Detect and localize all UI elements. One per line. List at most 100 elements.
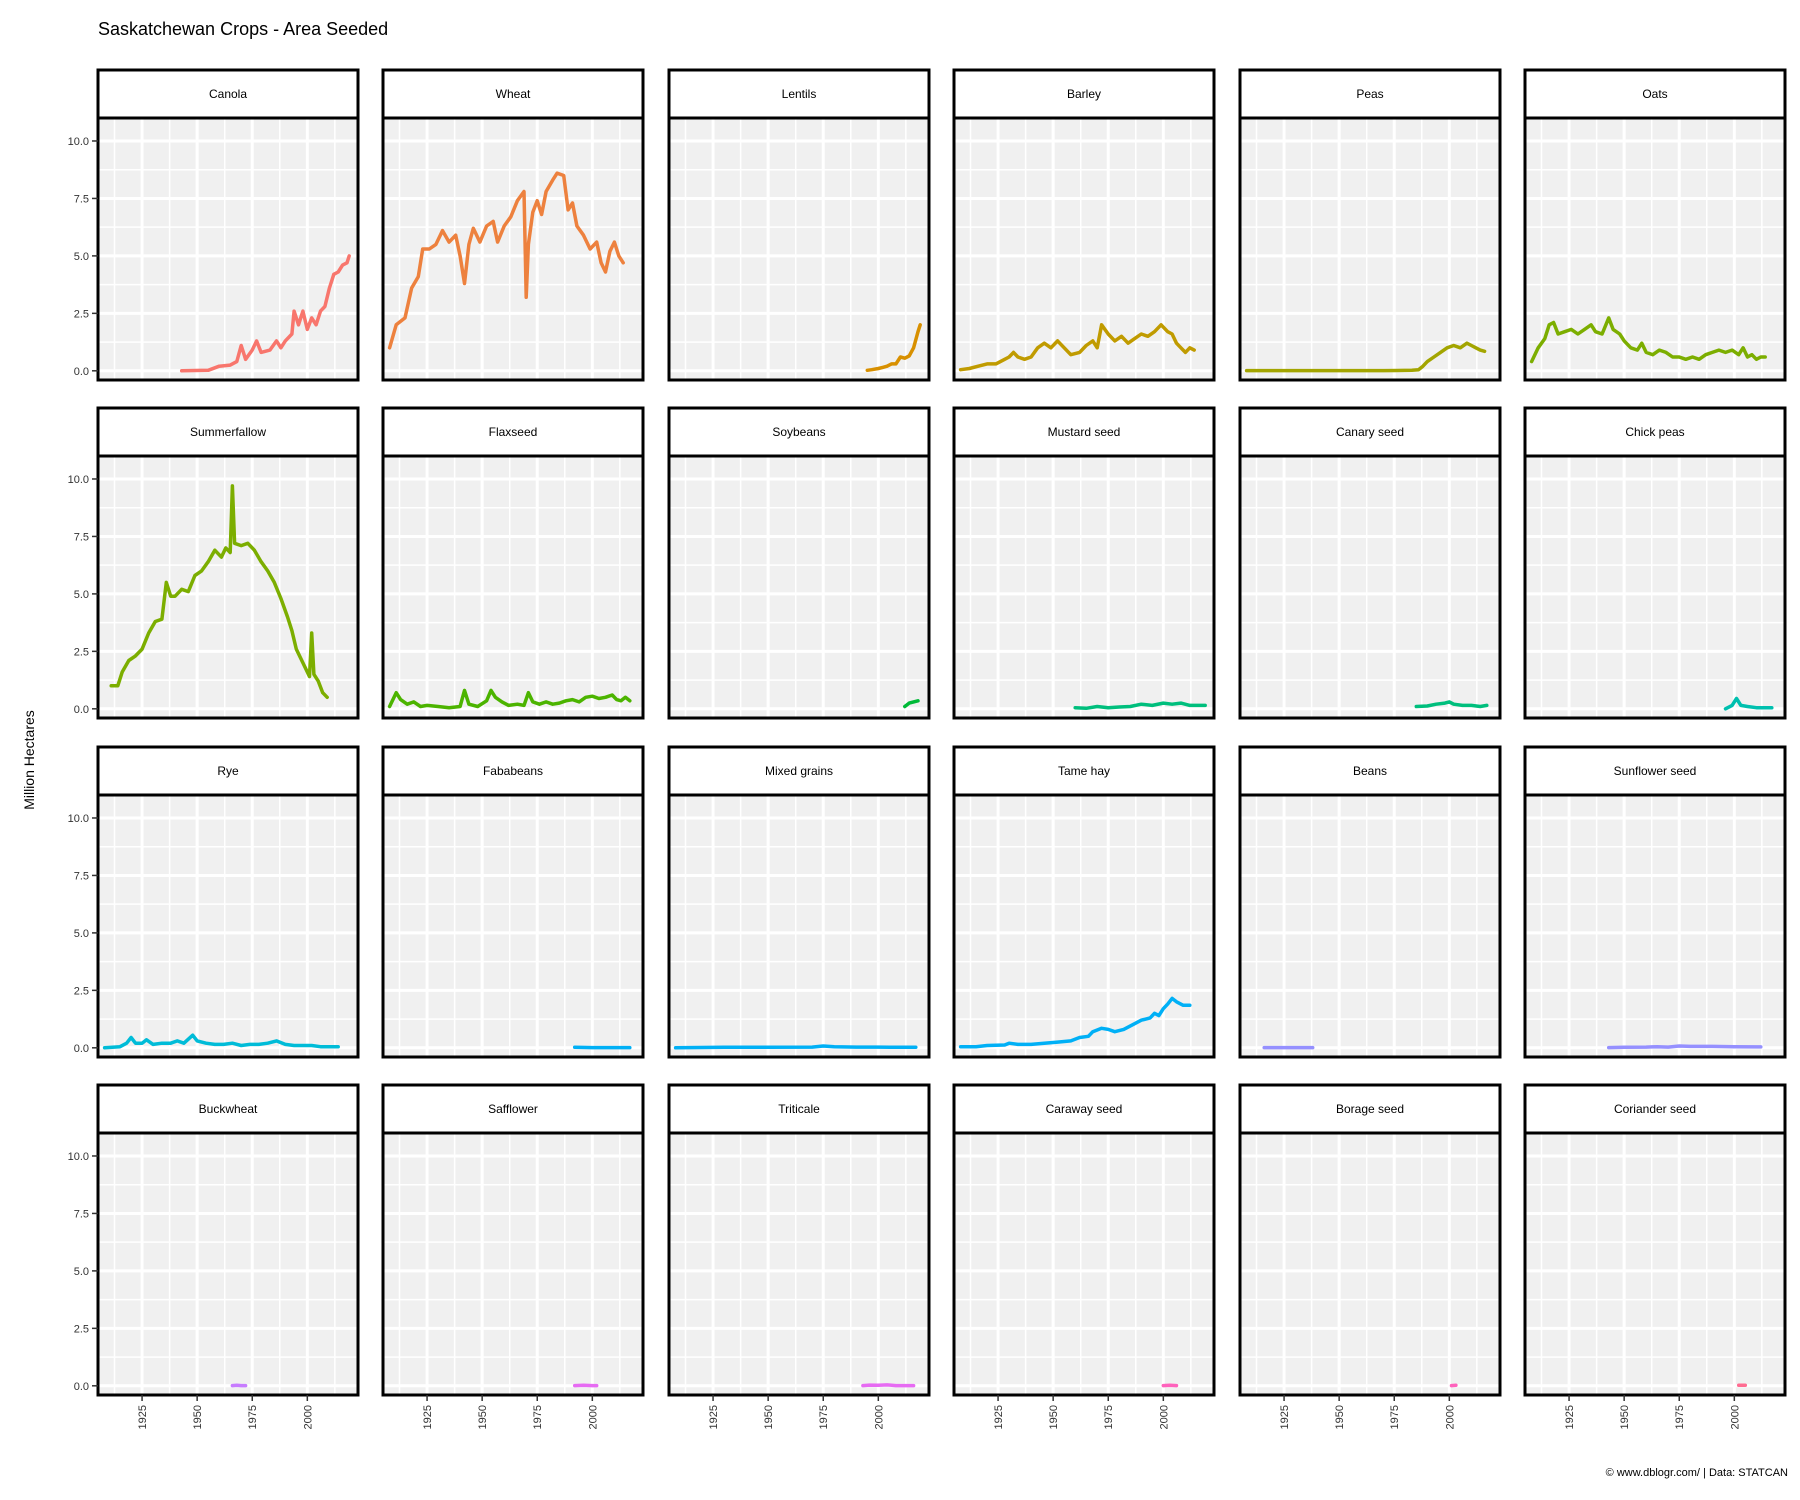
facet-label: Coriander seed: [1614, 1102, 1696, 1116]
series-line: [861, 1383, 916, 1388]
y-tick-label: 5.0: [74, 928, 89, 940]
y-tick-label: 2.5: [74, 646, 89, 658]
facet-label: Safflower: [488, 1102, 538, 1116]
facet-panel: Fababeans: [381, 745, 645, 1059]
x-tick-label: 1950: [477, 1405, 489, 1429]
facet-strip: [952, 68, 1216, 120]
plot-background: [1240, 795, 1500, 1057]
x-tick-label: 1925: [137, 1405, 149, 1429]
series-line: [1414, 700, 1489, 709]
plot-background: [669, 118, 929, 380]
facet-label: Summerfallow: [190, 425, 266, 439]
facet-strip: [952, 1083, 1216, 1135]
panel-border: [1523, 1131, 1787, 1397]
y-tick-label: 10.0: [68, 474, 89, 486]
facet-label: Peas: [1356, 87, 1383, 101]
facet-panel: Caraway seed 1925 1950 1975 2000: [952, 1083, 1216, 1429]
facet-label: Mustard seed: [1048, 425, 1121, 439]
y-tick-label: 7.5: [74, 1208, 89, 1220]
facet-panel: Summerfallow 0.0 2.5 5.0 7.5 10.0: [68, 406, 360, 720]
plot-background: [1525, 795, 1785, 1057]
facet-panel: Canary seed: [1238, 406, 1502, 720]
facet-strip: [1238, 406, 1502, 458]
y-tick-label: 10.0: [68, 136, 89, 148]
panel-border: [1238, 116, 1502, 382]
facet-strip: [1523, 745, 1787, 797]
y-tick-label: 0.0: [74, 1043, 89, 1055]
x-tick-label: 1950: [192, 1405, 204, 1429]
y-tick-label: 2.5: [74, 985, 89, 997]
facet-label: Canola: [209, 87, 247, 101]
x-tick-label: 2000: [587, 1405, 599, 1429]
x-tick-label: 1925: [1564, 1405, 1576, 1429]
panel-border: [381, 1131, 645, 1397]
plot-background: [383, 1133, 643, 1395]
facet-label: Triticale: [778, 1102, 820, 1116]
facet-panel: Lentils: [667, 68, 931, 382]
panel-border: [96, 1131, 360, 1397]
facet-panel: Borage seed 1925 1950 1975 2000: [1238, 1083, 1502, 1429]
plot-background: [1525, 1133, 1785, 1395]
y-tick-label: 5.0: [74, 1266, 89, 1278]
panel-border: [96, 454, 360, 720]
y-tick-label: 2.5: [74, 1323, 89, 1335]
facet-strip: [96, 68, 360, 120]
x-tick-label: 1925: [422, 1405, 434, 1429]
panel-border: [1523, 793, 1787, 1059]
x-tick-label: 1925: [708, 1405, 720, 1429]
facet-label: Rye: [217, 764, 239, 778]
plot-background: [383, 456, 643, 718]
x-tick-label: 1975: [1103, 1405, 1115, 1429]
plot-background: [1525, 456, 1785, 718]
facet-label: Borage seed: [1336, 1102, 1404, 1116]
x-tick-label: 1975: [532, 1405, 544, 1429]
facet-label: Barley: [1067, 87, 1101, 101]
facet-panel: Triticale 1925 1950 1975 2000: [667, 1083, 931, 1429]
panel-border: [381, 793, 645, 1059]
series-line: [109, 484, 329, 700]
facet-panels: Canola 0.0 2.5 5.0 7.5 10.0 Wheat Lentils Barley…: [68, 68, 1787, 1429]
series-line: [673, 1044, 918, 1050]
facet-label: Oats: [1642, 87, 1667, 101]
chart-title: Saskatchewan Crops - Area Seeded: [98, 19, 388, 39]
series-line: [1073, 701, 1207, 711]
x-tick-label: 1975: [1389, 1405, 1401, 1429]
panel-border: [952, 116, 1216, 382]
y-tick-label: 7.5: [74, 870, 89, 882]
facet-panel: Mixed grains: [667, 745, 931, 1059]
facet-label: Caraway seed: [1046, 1102, 1123, 1116]
y-tick-label: 0.0: [74, 366, 89, 378]
facet-panel: Sunflower seed: [1523, 745, 1787, 1059]
y-tick-label: 0.0: [74, 704, 89, 716]
facet-panel: Chick peas: [1523, 406, 1787, 720]
x-tick-label: 2000: [1444, 1405, 1456, 1429]
x-tick-label: 1925: [993, 1405, 1005, 1429]
panel-border: [952, 1131, 1216, 1397]
facet-label: Soybeans: [772, 425, 825, 439]
facet-panel: Canola 0.0 2.5 5.0 7.5 10.0: [68, 68, 360, 382]
facet-strip: [381, 68, 645, 120]
panel-border: [381, 454, 645, 720]
panel-border: [381, 116, 645, 382]
facet-label: Fababeans: [483, 764, 543, 778]
panel-border: [667, 793, 931, 1059]
panel-border: [1523, 454, 1787, 720]
panel-border: [96, 793, 360, 1059]
panel-border: [1238, 793, 1502, 1059]
plot-background: [669, 795, 929, 1057]
x-tick-label: 1950: [1048, 1405, 1060, 1429]
facet-panel: Mustard seed: [952, 406, 1216, 720]
facet-panel: Coriander seed 1925 1950 1975 2000: [1523, 1083, 1787, 1429]
series-line: [387, 688, 632, 710]
panel-border: [1238, 1131, 1502, 1397]
x-tick-label: 1950: [763, 1405, 775, 1429]
y-axis-title: Million Hectares: [21, 710, 37, 810]
facet-label: Buckwheat: [199, 1102, 258, 1116]
x-tick-label: 1950: [1619, 1405, 1631, 1429]
series-line: [1723, 696, 1774, 711]
facet-panel: Oats: [1523, 68, 1787, 382]
x-tick-label: 1975: [247, 1405, 259, 1429]
plot-background: [669, 1133, 929, 1395]
series-line: [1529, 316, 1767, 364]
panel-border: [952, 454, 1216, 720]
